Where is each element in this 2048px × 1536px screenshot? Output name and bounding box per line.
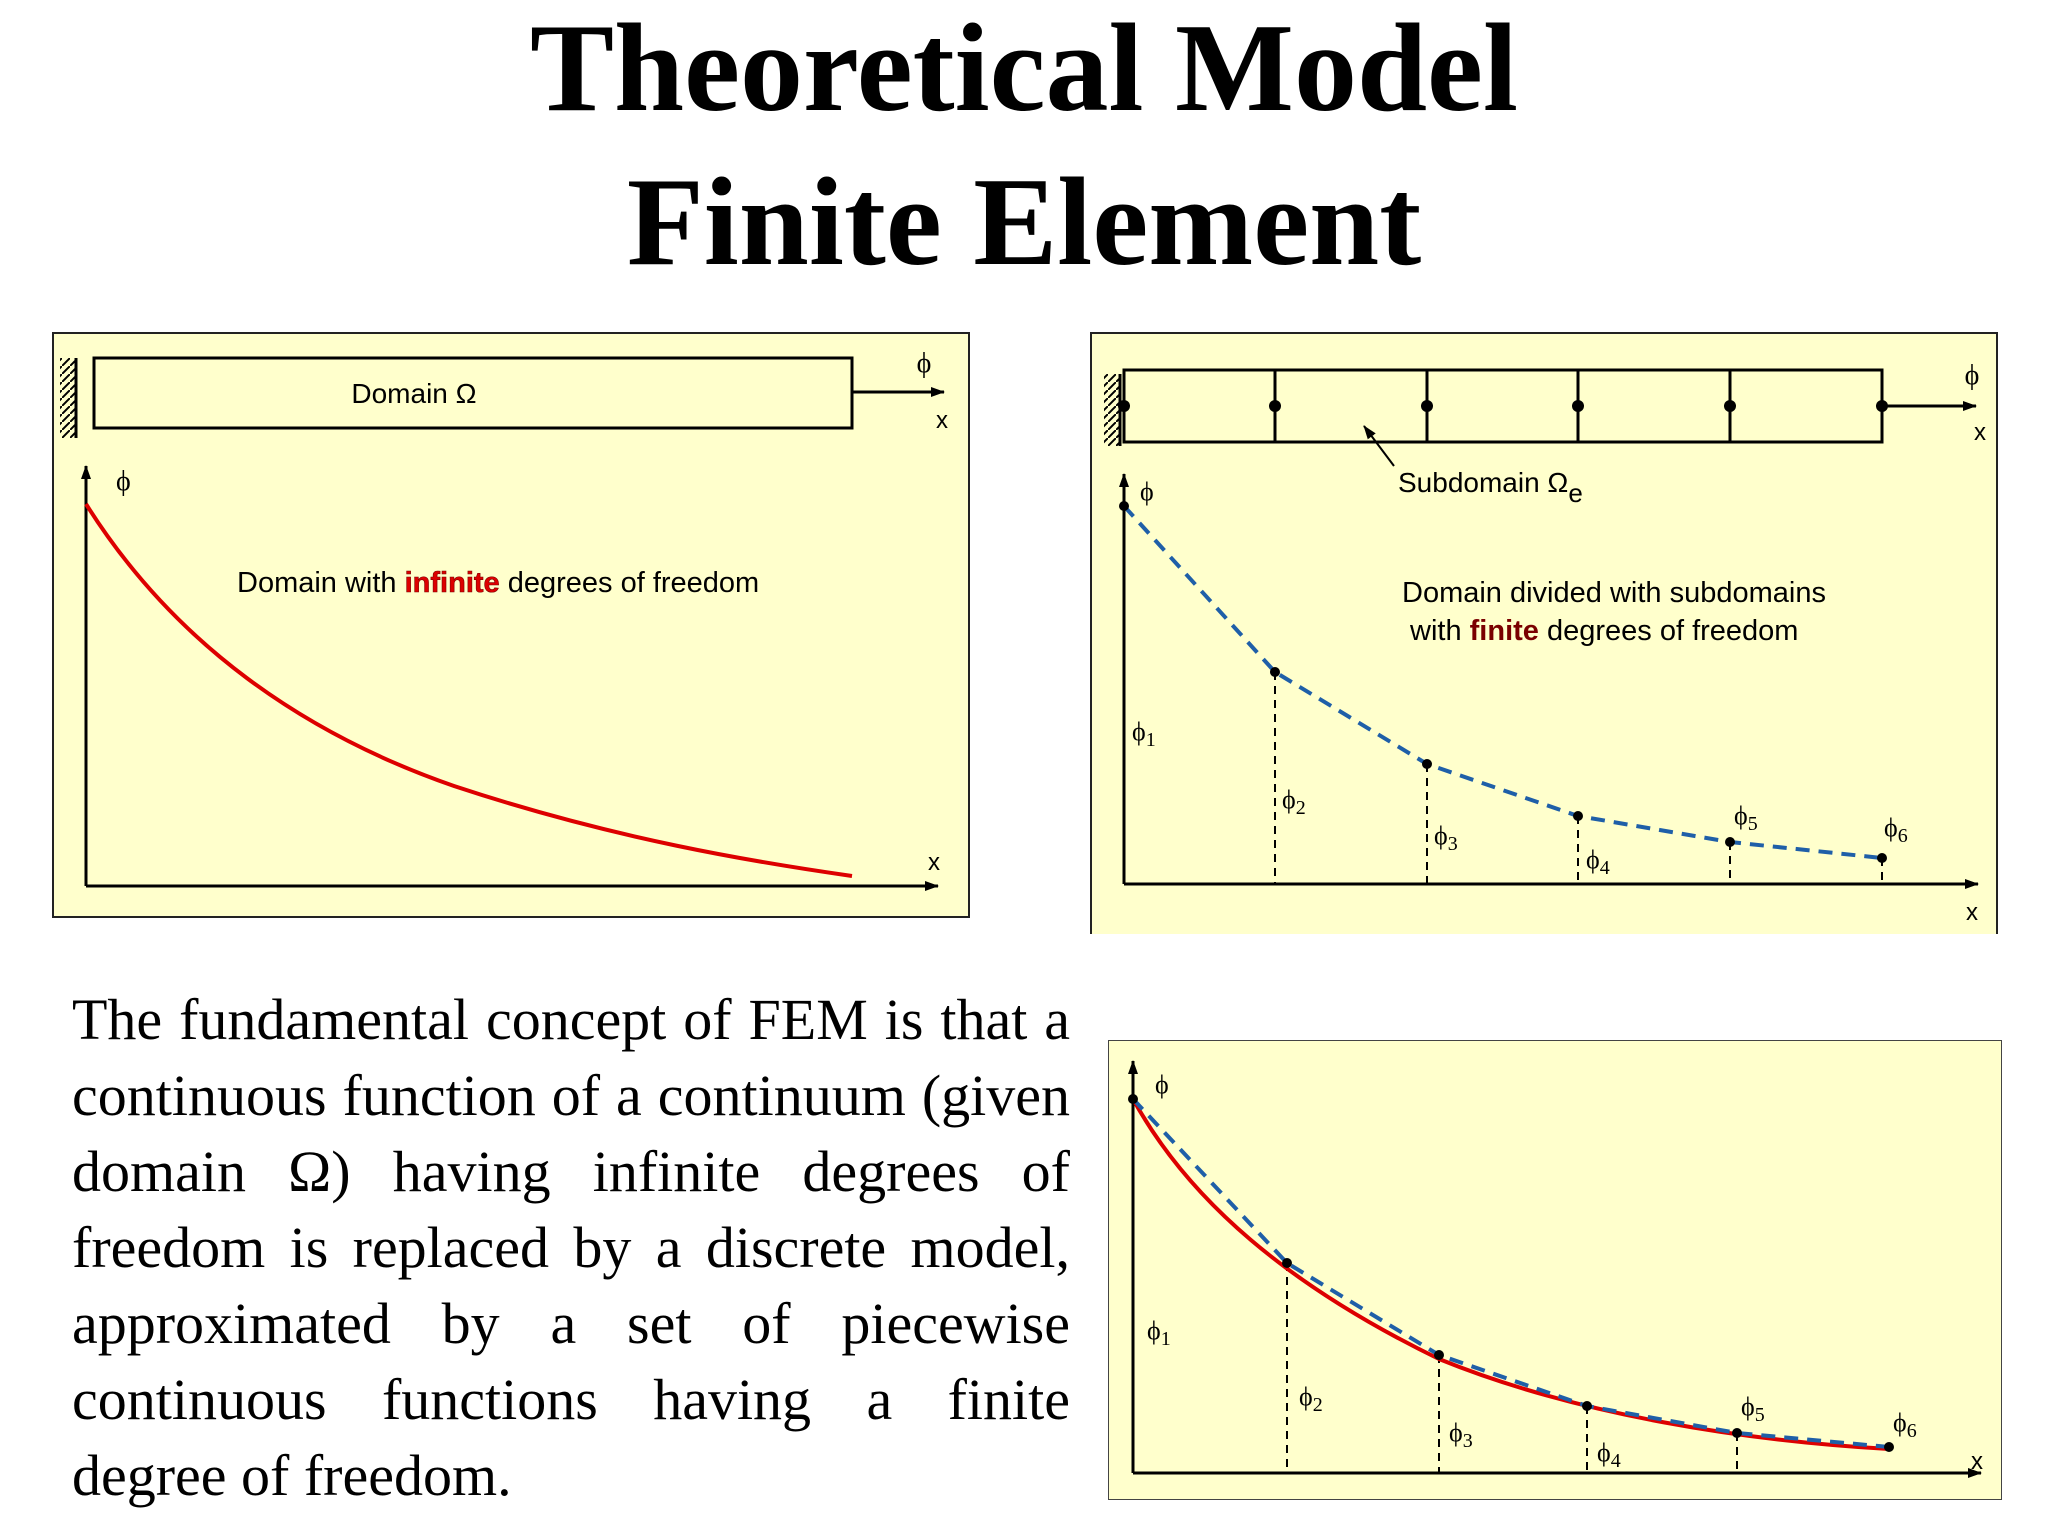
fixed-support-hatch — [60, 358, 76, 438]
node-label-phi3: ϕ3 — [1449, 1418, 1473, 1452]
node-label-phi3: ϕ3 — [1434, 821, 1458, 855]
discretized-domain-panel: ϕ x Subdomain Ωe ϕ x Domain divided with… — [1090, 332, 1998, 934]
fixed-support-hatch — [1104, 374, 1120, 446]
discrete-caption-line1: Domain divided with subdomains — [1402, 577, 1826, 609]
node-label-phi5: ϕ5 — [1734, 801, 1758, 835]
output-x-label: x — [1974, 419, 1986, 446]
node-label-phi2: ϕ2 — [1282, 785, 1306, 819]
domain-label: Domain Ω — [351, 378, 476, 409]
x-axis-label: x — [1971, 1448, 1983, 1475]
subdomain-pointer — [1363, 425, 1395, 467]
node-label-phi4: ϕ4 — [1586, 845, 1610, 879]
phi-axis-label: ϕ — [1140, 477, 1154, 506]
output-phi-label: ϕ — [917, 348, 932, 379]
output-x-label: x — [936, 407, 948, 434]
infinite-highlight: infinite — [405, 567, 500, 599]
node-label-phi4: ϕ4 — [1597, 1438, 1621, 1472]
node-drop-lines — [1274, 672, 1883, 884]
node-label-phi6: ϕ6 — [1893, 1408, 1917, 1442]
continuous-domain-panel: Domain Ω ϕ x ϕ x Domain with infinite de… — [52, 332, 970, 918]
node-label-phi6: ϕ6 — [1884, 813, 1908, 847]
x-axis-label: x — [1966, 899, 1978, 926]
x-axis-label: x — [928, 849, 940, 876]
continuous-domain-diagram: Domain Ω ϕ x ϕ x Domain with infinite de… — [60, 348, 948, 891]
curve-nodes — [1128, 1094, 1894, 1452]
discrete-caption-line2: with finite degrees of freedom — [1409, 615, 1798, 647]
finite-highlight: finite — [1470, 615, 1539, 647]
output-phi-label: ϕ — [1965, 360, 1980, 391]
node-label-phi1: ϕ1 — [1147, 1316, 1171, 1350]
element-nodes — [1118, 400, 1888, 412]
curve-nodes — [1119, 501, 1887, 863]
continuous-function-curve — [1131, 1098, 1890, 1451]
piecewise-linear-approximation — [1122, 504, 1883, 860]
element-dividers — [1273, 370, 1732, 442]
page-title: Theoretical Model — [530, 0, 1518, 138]
phi-axis-label: ϕ — [1155, 1070, 1169, 1099]
subdomain-label: Subdomain Ωe — [1398, 467, 1583, 508]
phi-axis-label: ϕ — [116, 466, 131, 497]
continuous-function-curve — [84, 502, 853, 878]
comparison-diagram: ϕ x ϕ1 ϕ2 ϕ3 ϕ4 ϕ5 ϕ6 — [1128, 1060, 1983, 1478]
continuous-caption: Domain with infinite degrees of freedom — [237, 567, 759, 599]
node-drop-lines — [1286, 1263, 1738, 1473]
node-label-phi1: ϕ1 — [1132, 717, 1156, 751]
node-label-phi2: ϕ2 — [1299, 1382, 1323, 1416]
piecewise-linear-approximation — [1131, 1097, 1890, 1449]
comparison-panel: ϕ x ϕ1 ϕ2 ϕ3 ϕ4 ϕ5 ϕ6 — [1108, 1040, 2002, 1500]
fem-description: The fundamental concept of FEM is that a… — [72, 987, 1070, 1508]
domain-bar — [1122, 368, 1884, 444]
page-subtitle: Finite Element — [626, 153, 1422, 292]
node-label-phi5: ϕ5 — [1741, 1392, 1765, 1426]
discretized-domain-diagram: ϕ x Subdomain Ωe ϕ x Domain divided with… — [1104, 360, 1986, 926]
